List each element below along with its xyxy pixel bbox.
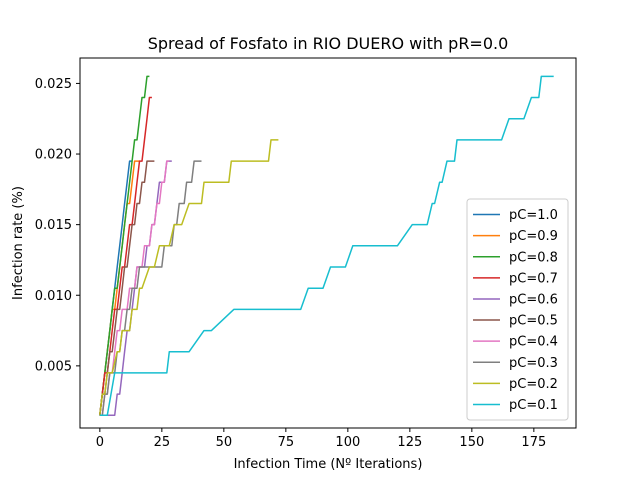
x-tick-label: 150: [459, 435, 484, 450]
y-tick-label: 0.025: [35, 77, 72, 92]
series-line-pC=0.2: [99, 139, 279, 416]
legend-label: pC=1.0: [509, 208, 558, 223]
chart-title: Spread of Fosfato in RIO DUERO with pR=0…: [148, 34, 509, 53]
plot-frame: [79, 57, 577, 429]
legend-label: pC=0.8: [509, 250, 558, 265]
x-tick-label: 0: [96, 435, 104, 450]
legend-label: pC=0.5: [509, 314, 558, 329]
y-tick-label: 0.010: [35, 289, 72, 304]
series-lines: [99, 75, 554, 417]
series-line-pC=0.5: [99, 160, 155, 416]
x-tick-label: 25: [154, 435, 171, 450]
legend-label: pC=0.2: [509, 377, 558, 392]
x-tick-label: 50: [216, 435, 233, 450]
y-tick-label: 0.005: [35, 359, 72, 374]
legend-label: pC=0.7: [509, 271, 558, 286]
legend-label: pC=0.6: [509, 292, 558, 307]
legend-label: pC=0.4: [509, 335, 558, 350]
x-axis-label: Infection Time (Nº Iterations): [234, 457, 423, 472]
x-tick-label: 175: [521, 435, 546, 450]
legend: pC=1.0 pC=0.9 pC=0.8 pC=0.7 pC=0.6 pC=0.5 pC=0…: [466, 198, 569, 421]
x-tick-label: 100: [335, 435, 360, 450]
y-tick-label: 0.020: [35, 148, 72, 163]
x-tick-label: 125: [397, 435, 422, 450]
legend-label: pC=0.9: [509, 229, 558, 244]
series-line-pC=0.8: [99, 75, 150, 416]
y-axis-label: Infection rate (%): [11, 186, 26, 300]
series-line-pC=0.1: [99, 75, 554, 417]
legend-label: pC=0.1: [509, 398, 558, 413]
y-axis-ticks: 0.005 0.010 0.015 0.020 0.025: [35, 77, 80, 374]
x-axis-ticks: 0 25 50 75 100 125 150 175: [96, 428, 546, 450]
y-tick-label: 0.015: [35, 218, 72, 233]
legend-box: [466, 198, 569, 421]
x-tick-label: 75: [278, 435, 295, 450]
legend-label: pC=0.3: [509, 356, 558, 371]
